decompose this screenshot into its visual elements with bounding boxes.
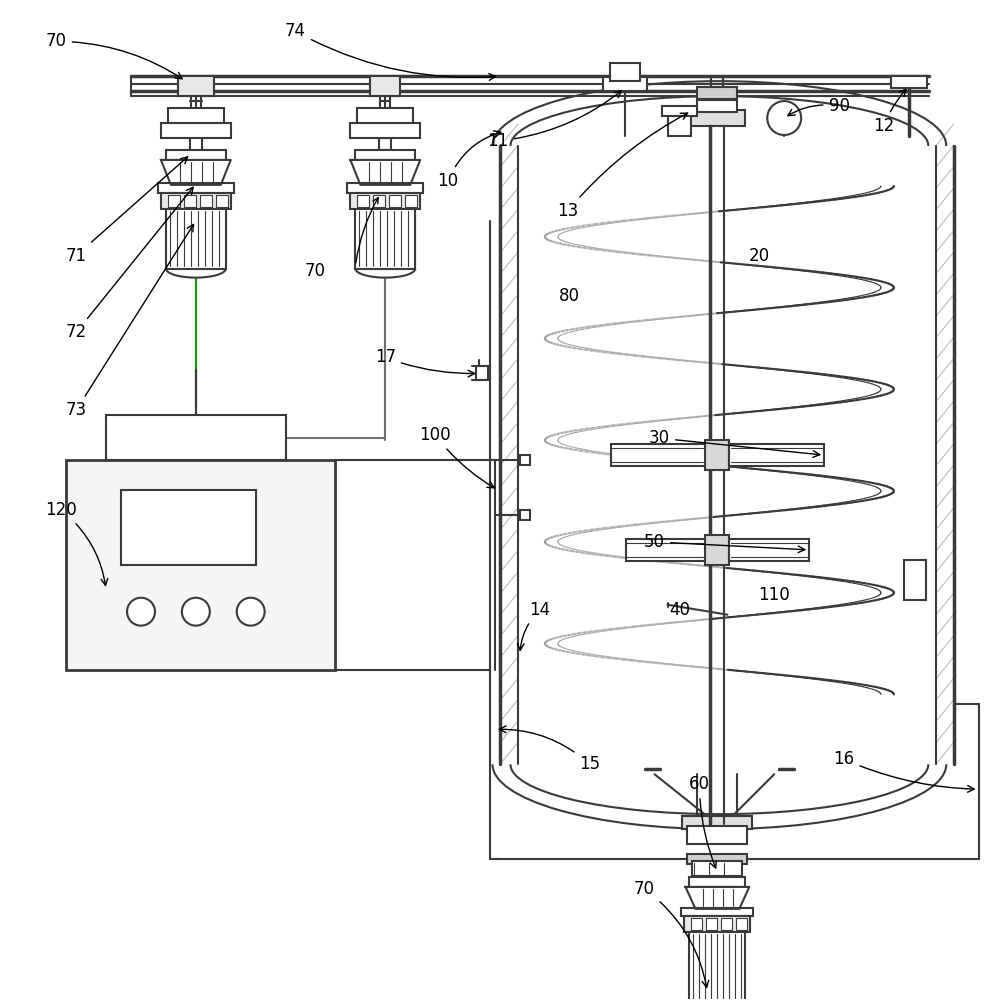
Bar bbox=[691, 918, 702, 930]
Text: 14: 14 bbox=[517, 601, 550, 650]
Text: 12: 12 bbox=[873, 89, 906, 135]
Text: 30: 30 bbox=[649, 429, 820, 457]
Text: 40: 40 bbox=[669, 601, 690, 619]
Text: 15: 15 bbox=[499, 726, 600, 773]
Bar bbox=[350, 193, 420, 209]
Bar bbox=[373, 195, 385, 207]
Bar bbox=[370, 76, 400, 96]
Bar bbox=[697, 100, 737, 112]
Bar bbox=[168, 195, 180, 207]
Text: 74: 74 bbox=[285, 22, 496, 80]
Text: 50: 50 bbox=[644, 533, 805, 553]
Bar bbox=[689, 932, 745, 1000]
Circle shape bbox=[127, 598, 155, 626]
Bar bbox=[200, 195, 212, 207]
Text: 16: 16 bbox=[833, 750, 974, 792]
Text: 90: 90 bbox=[788, 97, 850, 116]
Bar bbox=[736, 918, 747, 930]
Bar bbox=[611, 444, 705, 466]
Bar bbox=[692, 861, 742, 876]
Bar bbox=[705, 535, 729, 565]
Bar bbox=[106, 415, 286, 460]
Text: 17: 17 bbox=[375, 348, 475, 377]
Bar bbox=[729, 539, 809, 561]
Text: 70: 70 bbox=[46, 32, 182, 79]
Bar bbox=[603, 77, 647, 91]
Text: 100: 100 bbox=[419, 426, 494, 488]
Bar bbox=[668, 111, 691, 136]
Bar bbox=[347, 183, 423, 193]
Bar bbox=[687, 826, 747, 844]
Circle shape bbox=[767, 101, 801, 135]
Circle shape bbox=[237, 598, 265, 626]
Text: 71: 71 bbox=[66, 157, 188, 265]
Bar bbox=[389, 195, 401, 207]
Bar bbox=[178, 76, 214, 96]
Bar bbox=[684, 916, 750, 932]
Text: 70: 70 bbox=[634, 880, 709, 987]
Bar bbox=[705, 440, 729, 470]
Text: 120: 120 bbox=[45, 501, 108, 585]
Bar bbox=[184, 195, 196, 207]
Bar bbox=[681, 908, 753, 916]
Bar bbox=[161, 123, 231, 138]
Polygon shape bbox=[161, 160, 231, 185]
Bar bbox=[662, 106, 697, 116]
Bar bbox=[355, 150, 415, 160]
Bar bbox=[166, 150, 226, 160]
Bar bbox=[357, 195, 369, 207]
Text: 70: 70 bbox=[305, 262, 326, 280]
Bar bbox=[121, 490, 256, 565]
Polygon shape bbox=[350, 160, 420, 185]
Text: 73: 73 bbox=[66, 224, 194, 419]
Bar bbox=[520, 455, 530, 465]
Bar bbox=[682, 816, 752, 829]
Bar bbox=[904, 560, 926, 600]
Bar bbox=[357, 108, 413, 123]
Text: 60: 60 bbox=[689, 775, 716, 868]
Bar bbox=[721, 918, 732, 930]
Bar bbox=[161, 193, 231, 209]
Bar bbox=[610, 63, 640, 81]
Bar bbox=[689, 110, 745, 126]
Text: 80: 80 bbox=[559, 287, 580, 305]
Bar bbox=[891, 76, 927, 88]
Bar bbox=[66, 460, 335, 670]
Bar bbox=[697, 87, 737, 99]
Text: 13: 13 bbox=[557, 113, 688, 220]
Bar bbox=[168, 108, 224, 123]
Text: 72: 72 bbox=[66, 187, 193, 341]
Bar bbox=[166, 209, 226, 269]
Bar bbox=[729, 444, 824, 466]
Text: 20: 20 bbox=[749, 247, 770, 265]
Bar bbox=[689, 877, 745, 887]
Text: 11: 11 bbox=[487, 91, 621, 150]
Bar bbox=[158, 183, 234, 193]
Bar bbox=[626, 539, 705, 561]
Bar bbox=[476, 366, 488, 380]
Bar bbox=[520, 510, 530, 520]
Bar bbox=[706, 918, 717, 930]
Bar bbox=[350, 123, 420, 138]
Circle shape bbox=[182, 598, 210, 626]
Bar bbox=[355, 209, 415, 269]
Text: 10: 10 bbox=[438, 131, 501, 190]
Polygon shape bbox=[685, 887, 749, 909]
Text: 110: 110 bbox=[758, 586, 790, 604]
Bar bbox=[216, 195, 228, 207]
Bar bbox=[405, 195, 417, 207]
Bar bbox=[687, 854, 747, 864]
